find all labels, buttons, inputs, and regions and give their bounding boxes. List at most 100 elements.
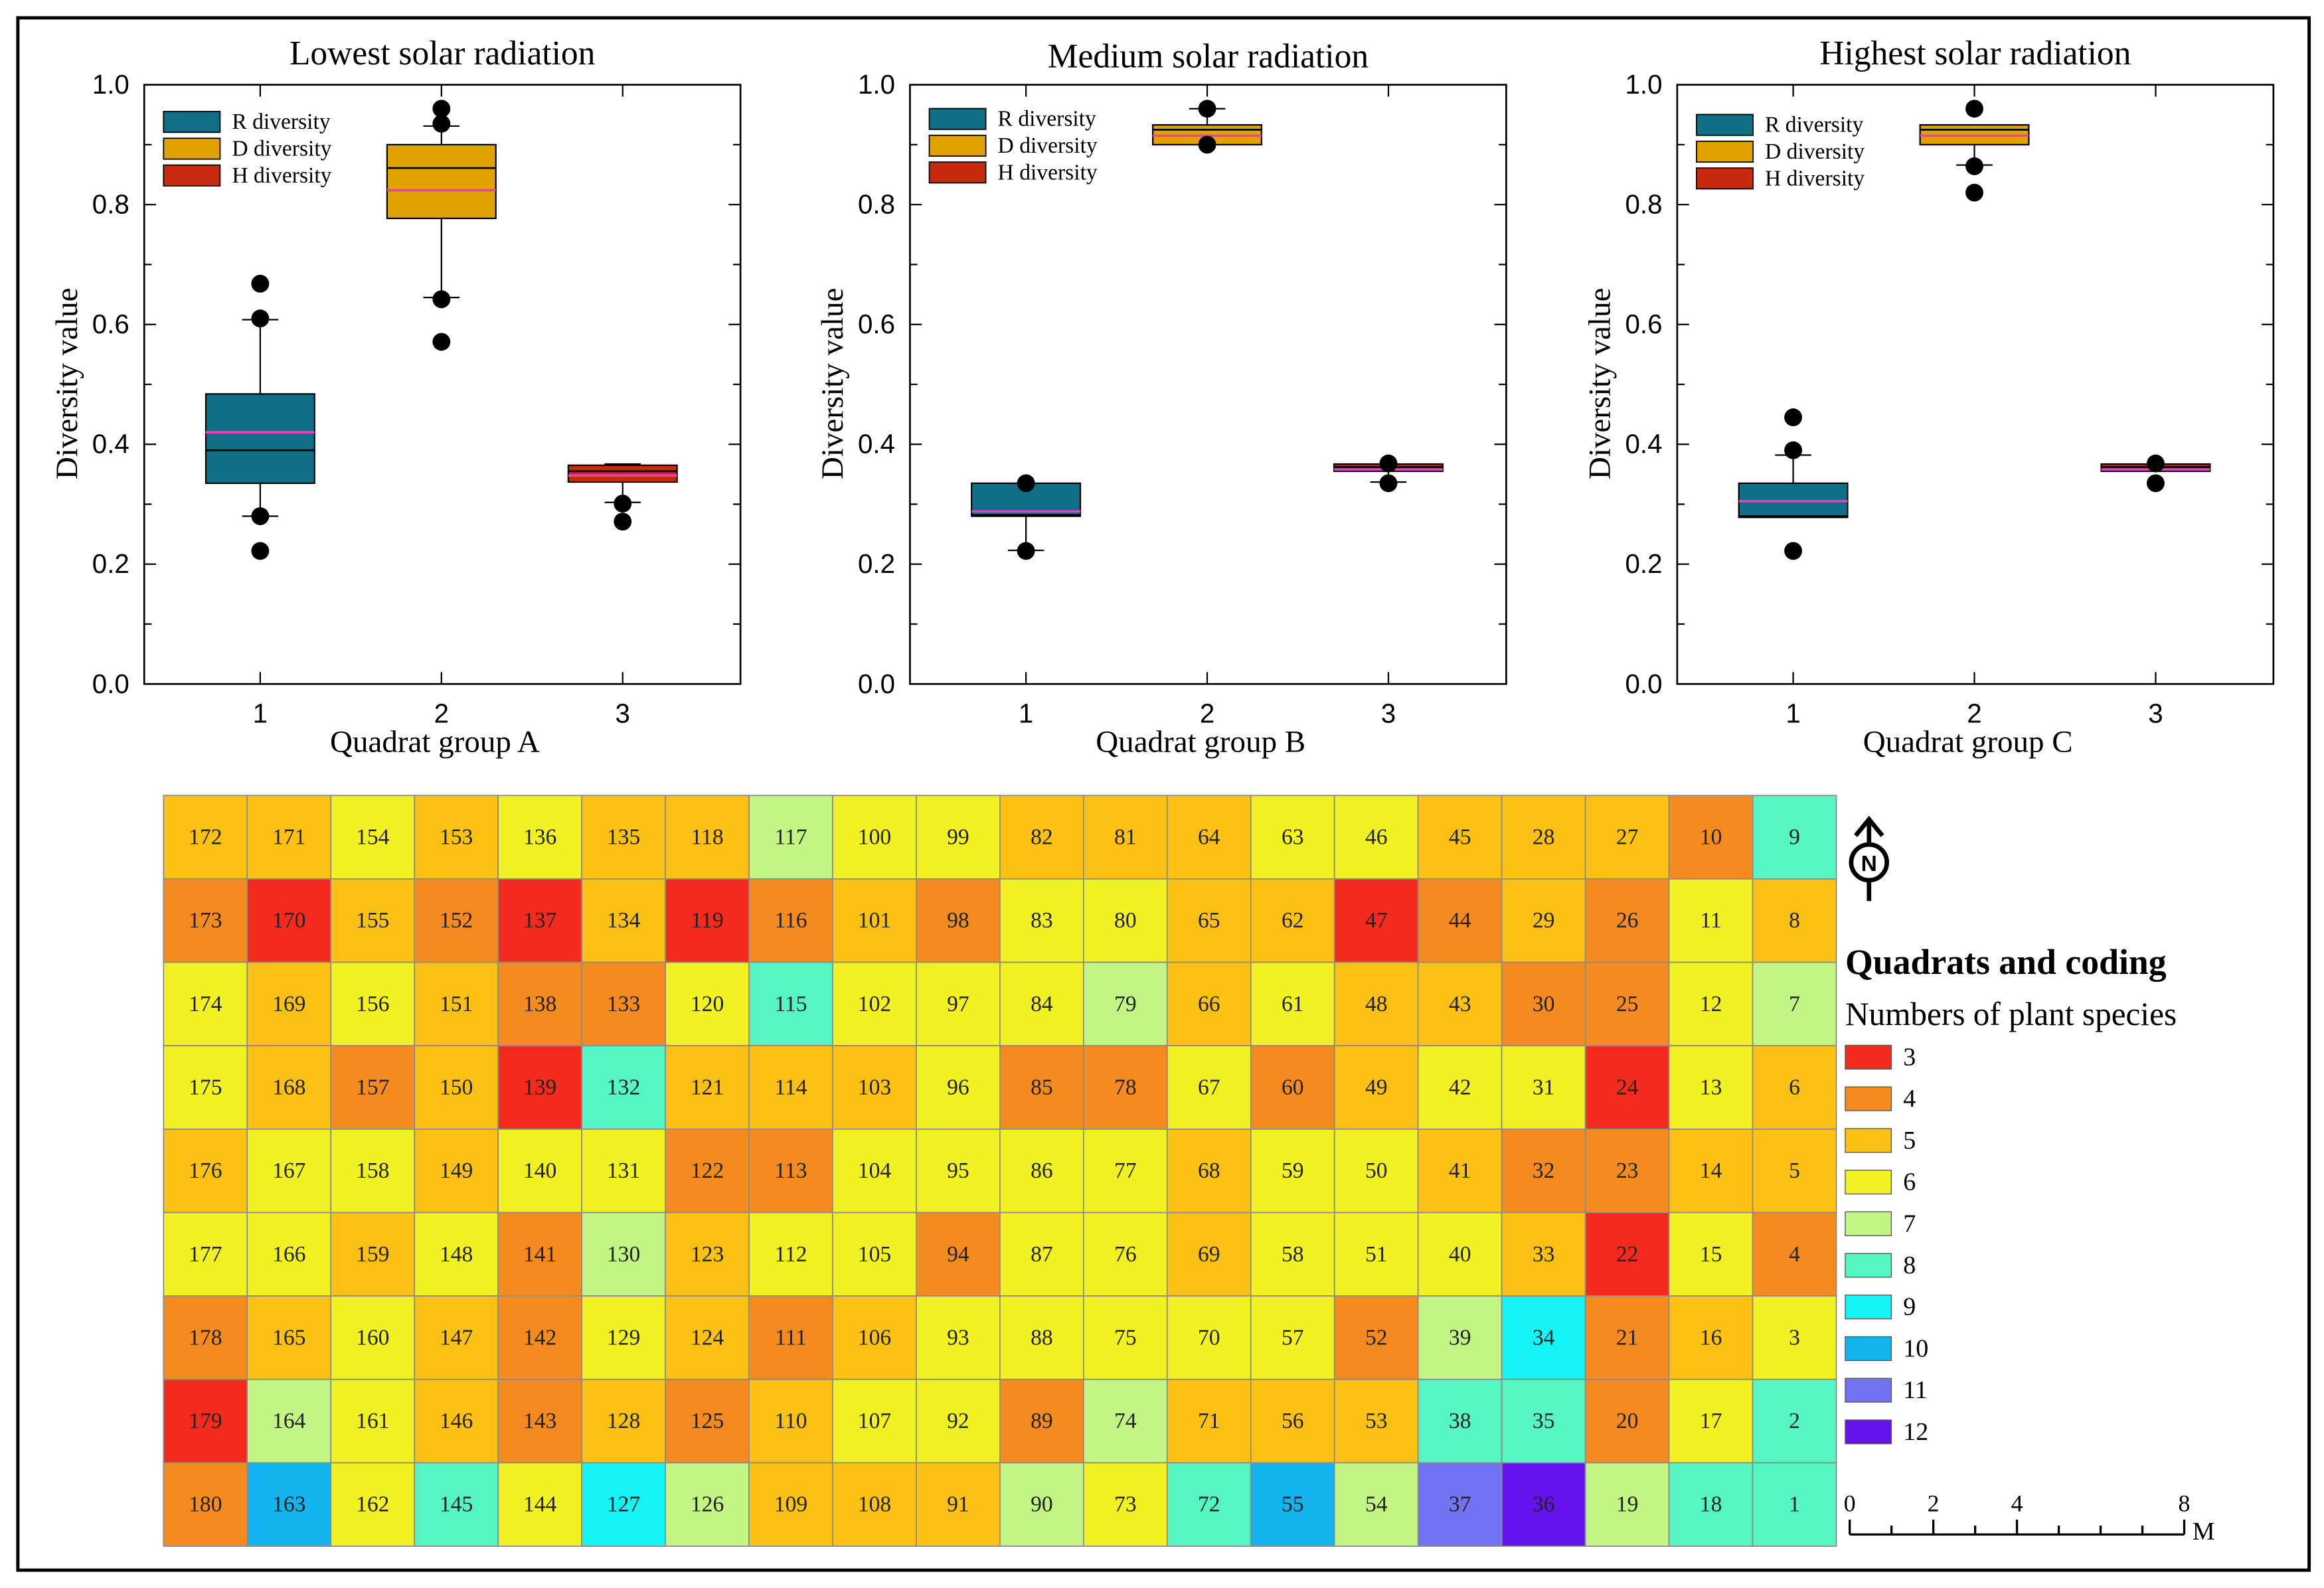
quadrat-code: 22 [1616,1242,1639,1267]
quadrat-code: 131 [607,1158,640,1183]
quadrat-fill [246,795,332,880]
quadrat-code: 59 [1282,1158,1304,1183]
scale-bar: 0 2 4 8M [1844,1490,2215,1546]
north-arrow-icon: N [1849,815,1890,902]
legend-swatch-r [163,111,221,133]
quadrat-cell-3: 3 [1752,1295,1837,1380]
outlier-point [2147,454,2165,473]
quadrat-fill [1082,961,1168,1047]
y-tick-label: 0.2 [858,549,895,579]
quadrat-code: 14 [1700,1158,1722,1183]
quadrat-cell-98: 98 [916,878,1001,963]
quadrat-fill [1082,1295,1168,1380]
legend-level-label: 11 [1903,1376,1928,1404]
quadrat-cell-77: 77 [1082,1128,1168,1214]
quadrat-fill [414,878,499,963]
quadrat-fill [1752,1212,1837,1297]
quadrat-code: 101 [858,908,891,933]
quadrat-cell-164: 164 [246,1378,332,1464]
quadrat-code: 19 [1616,1492,1639,1517]
north-arrow-head [1854,815,1884,837]
quadrat-fill [1584,878,1670,963]
quadrat-cell-6: 6 [1752,1045,1837,1130]
y-tick-label: 0.4 [858,430,895,459]
quadrat-cell-113: 113 [748,1128,833,1214]
box-h-diversity [567,463,678,531]
panel-title: Medium solar radiation [1048,38,1369,76]
quadrat-fill [330,961,416,1047]
quadrat-cell-149: 149 [414,1128,499,1214]
quadrat-cell-16: 16 [1668,1295,1754,1380]
quadrat-code: 88 [1031,1325,1053,1350]
quadrat-code: 73 [1114,1492,1137,1517]
plot-frame [1676,84,2275,685]
quadrat-code: 27 [1616,825,1639,850]
quadrat-fill [1250,878,1335,963]
quadrat-fill [1752,1295,1837,1380]
quadrat-fill [1584,1462,1670,1547]
quadrat-cell-22: 22 [1584,1212,1670,1297]
legend-level-label: 6 [1903,1168,1916,1196]
scale-bar-label: 2 [1928,1490,1940,1516]
quadrat-code: 60 [1282,1075,1304,1100]
quadrat-cell-172: 172 [163,795,248,880]
quadrat-cell-34: 34 [1501,1295,1586,1380]
quadrat-code: 50 [1365,1158,1388,1183]
outlier-point [1965,183,1983,202]
outlier-point [1965,157,1983,175]
quadrat-fill [1166,1295,1252,1380]
quadrat-cell-99: 99 [916,795,1001,880]
quadrat-cell-32: 32 [1501,1128,1586,1214]
legend-label: H diversity [232,163,331,188]
quadrat-cell-66: 66 [1166,961,1252,1047]
quadrat-cell-62: 62 [1250,878,1335,963]
quadrat-fill [1250,1128,1335,1214]
quadrat-grid: 172 171 154 153 136 135 118 117 100 99 82 81 64 63 46 4… [163,795,1837,1547]
quadrat-code: 132 [607,1075,640,1100]
quadrat-cell-117: 117 [748,795,833,880]
quadrat-code: 164 [272,1409,306,1433]
quadrat-fill [665,1045,750,1130]
legend-swatch-3 [1845,1044,1892,1070]
x-tick-label: 3 [1381,699,1396,729]
quadrat-cell-36: 36 [1501,1462,1586,1547]
quadrat-code: 71 [1198,1409,1220,1433]
y-tick-label: 0.8 [92,190,129,220]
quadrat-cell-71: 71 [1166,1378,1252,1464]
quadrat-cell-80: 80 [1082,878,1168,963]
quadrat-fill [330,1462,416,1547]
figure-border [16,16,2311,1572]
quadrat-fill [246,1462,332,1547]
quadrat-cell-171: 171 [246,795,332,880]
quadrat-cell-174: 174 [163,961,248,1047]
quadrat-cell-4: 4 [1752,1212,1837,1297]
species-legend: Quadrats and coding Numbers of plant spec… [1845,942,2177,1446]
quadrat-code: 128 [607,1409,640,1433]
quadrat-cell-88: 88 [999,1295,1084,1380]
quadrat-cell-18: 18 [1668,1462,1754,1547]
quadrat-fill [330,1378,416,1464]
quadrat-code: 79 [1114,992,1137,1016]
quadrat-cell-63: 63 [1250,795,1335,880]
y-tick-label: 0.6 [858,309,895,339]
quadrat-code: 136 [523,825,556,850]
quadrat-cell-135: 135 [581,795,666,880]
quadrat-cell-109: 109 [748,1462,833,1547]
quadrat-cell-85: 85 [999,1045,1084,1130]
quadrat-code: 72 [1198,1492,1220,1517]
quadrat-cell-13: 13 [1668,1045,1754,1130]
outlier-point [432,114,451,133]
quadrat-code: 57 [1282,1325,1304,1350]
quadrat-cell-28: 28 [1501,795,1586,880]
quadrat-fill [1752,878,1837,963]
quadrat-fill [497,961,583,1047]
quadrat-cell-150: 150 [414,1045,499,1130]
quadrat-fill [1417,1045,1503,1130]
quadrat-cell-100: 100 [832,795,917,880]
legend-label: H diversity [998,160,1098,185]
quadrat-code: 83 [1031,908,1053,933]
box-h-diversity [1333,454,1444,493]
quadrat-fill [1082,1045,1168,1130]
boxplot-panel-c: 0.0 0.2 0.4 0.6 0.8 1.0 1 2 3 Highest solar radia… [1582,35,2275,759]
quadrat-cell-19: 19 [1584,1462,1670,1547]
